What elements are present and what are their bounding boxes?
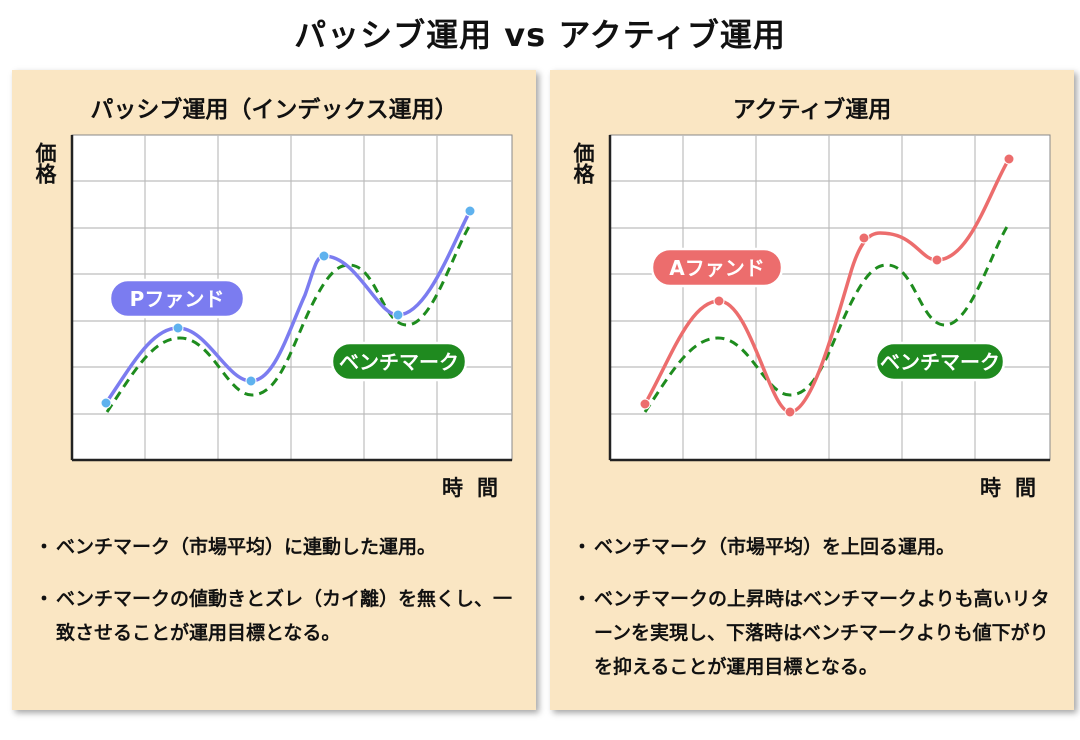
page-title: パッシブ運用 vs アクティブ運用: [294, 16, 786, 54]
active-fund-label: Aファンド: [669, 256, 764, 280]
passive-chart: Pファンド ベンチマーク: [70, 134, 513, 462]
active-fund-point: [784, 406, 796, 418]
passive-fund-point: [464, 205, 476, 217]
passive-bullet: ・ベンチマークの値動きとズレ（カイ離）を無くし、一致させることが運用目標となる。: [34, 588, 513, 644]
active-benchmark-label: ベンチマーク: [880, 350, 1000, 374]
active-y-axis-label: 価格: [571, 142, 595, 184]
active-bullets: ・ベンチマーク（市場平均）を上回る運用。 ・ベンチマークの上昇時はベンチマークよ…: [570, 530, 1065, 702]
active-panel-title: アクティブ運用: [732, 97, 892, 123]
passive-fund-points: [100, 205, 476, 409]
passive-fund-point: [100, 397, 112, 409]
active-plot-area: [609, 134, 1051, 461]
passive-benchmark-label: ベンチマーク: [339, 350, 459, 374]
active-benchmark-badge: ベンチマーク: [874, 341, 1006, 382]
passive-benchmark-badge: ベンチマーク: [330, 341, 468, 382]
passive-fund-point: [245, 375, 257, 387]
passive-fund-point: [392, 309, 404, 321]
active-fund-point: [858, 232, 870, 244]
passive-panel: パッシブ運用（インデックス運用） 価格: [12, 70, 536, 710]
active-bullet: ・ベンチマーク（市場平均）を上回る運用。: [572, 536, 956, 558]
passive-bullet: ・ベンチマーク（市場平均）に連動した運用。: [34, 536, 437, 558]
active-fund-badge: Aファンド: [650, 247, 784, 288]
passive-benchmark-line: [105, 224, 472, 413]
passive-fund-badge: Pファンド: [108, 278, 246, 319]
passive-fund-label: Pファンド: [130, 287, 225, 311]
active-fund-point: [931, 254, 943, 266]
active-benchmark-line: [643, 224, 1010, 413]
active-x-axis-label: 時間: [980, 476, 1050, 500]
active-fund-point: [639, 398, 651, 410]
passive-y-axis-label: 価格: [33, 142, 57, 184]
active-grid: [610, 135, 1050, 460]
passive-panel-title: パッシブ運用（インデックス運用）: [90, 97, 458, 123]
passive-bullets: ・ベンチマーク（市場平均）に連動した運用。 ・ベンチマークの値動きとズレ（カイ離…: [32, 530, 527, 668]
active-fund-points: [639, 153, 1015, 418]
passive-fund-point: [172, 322, 184, 334]
passive-fund-point: [318, 250, 330, 262]
active-fund-point: [1003, 153, 1015, 165]
active-fund-point: [713, 295, 725, 307]
passive-x-axis-label: 時間: [442, 476, 512, 500]
active-bullet: ・ベンチマークの上昇時はベンチマークよりも高いリターンを実現し、下落時はベンチマ…: [572, 588, 1050, 678]
active-panel: アクティブ運用 価格 Aフ: [550, 70, 1074, 710]
active-chart: Aファンド ベンチマーク: [608, 134, 1051, 462]
